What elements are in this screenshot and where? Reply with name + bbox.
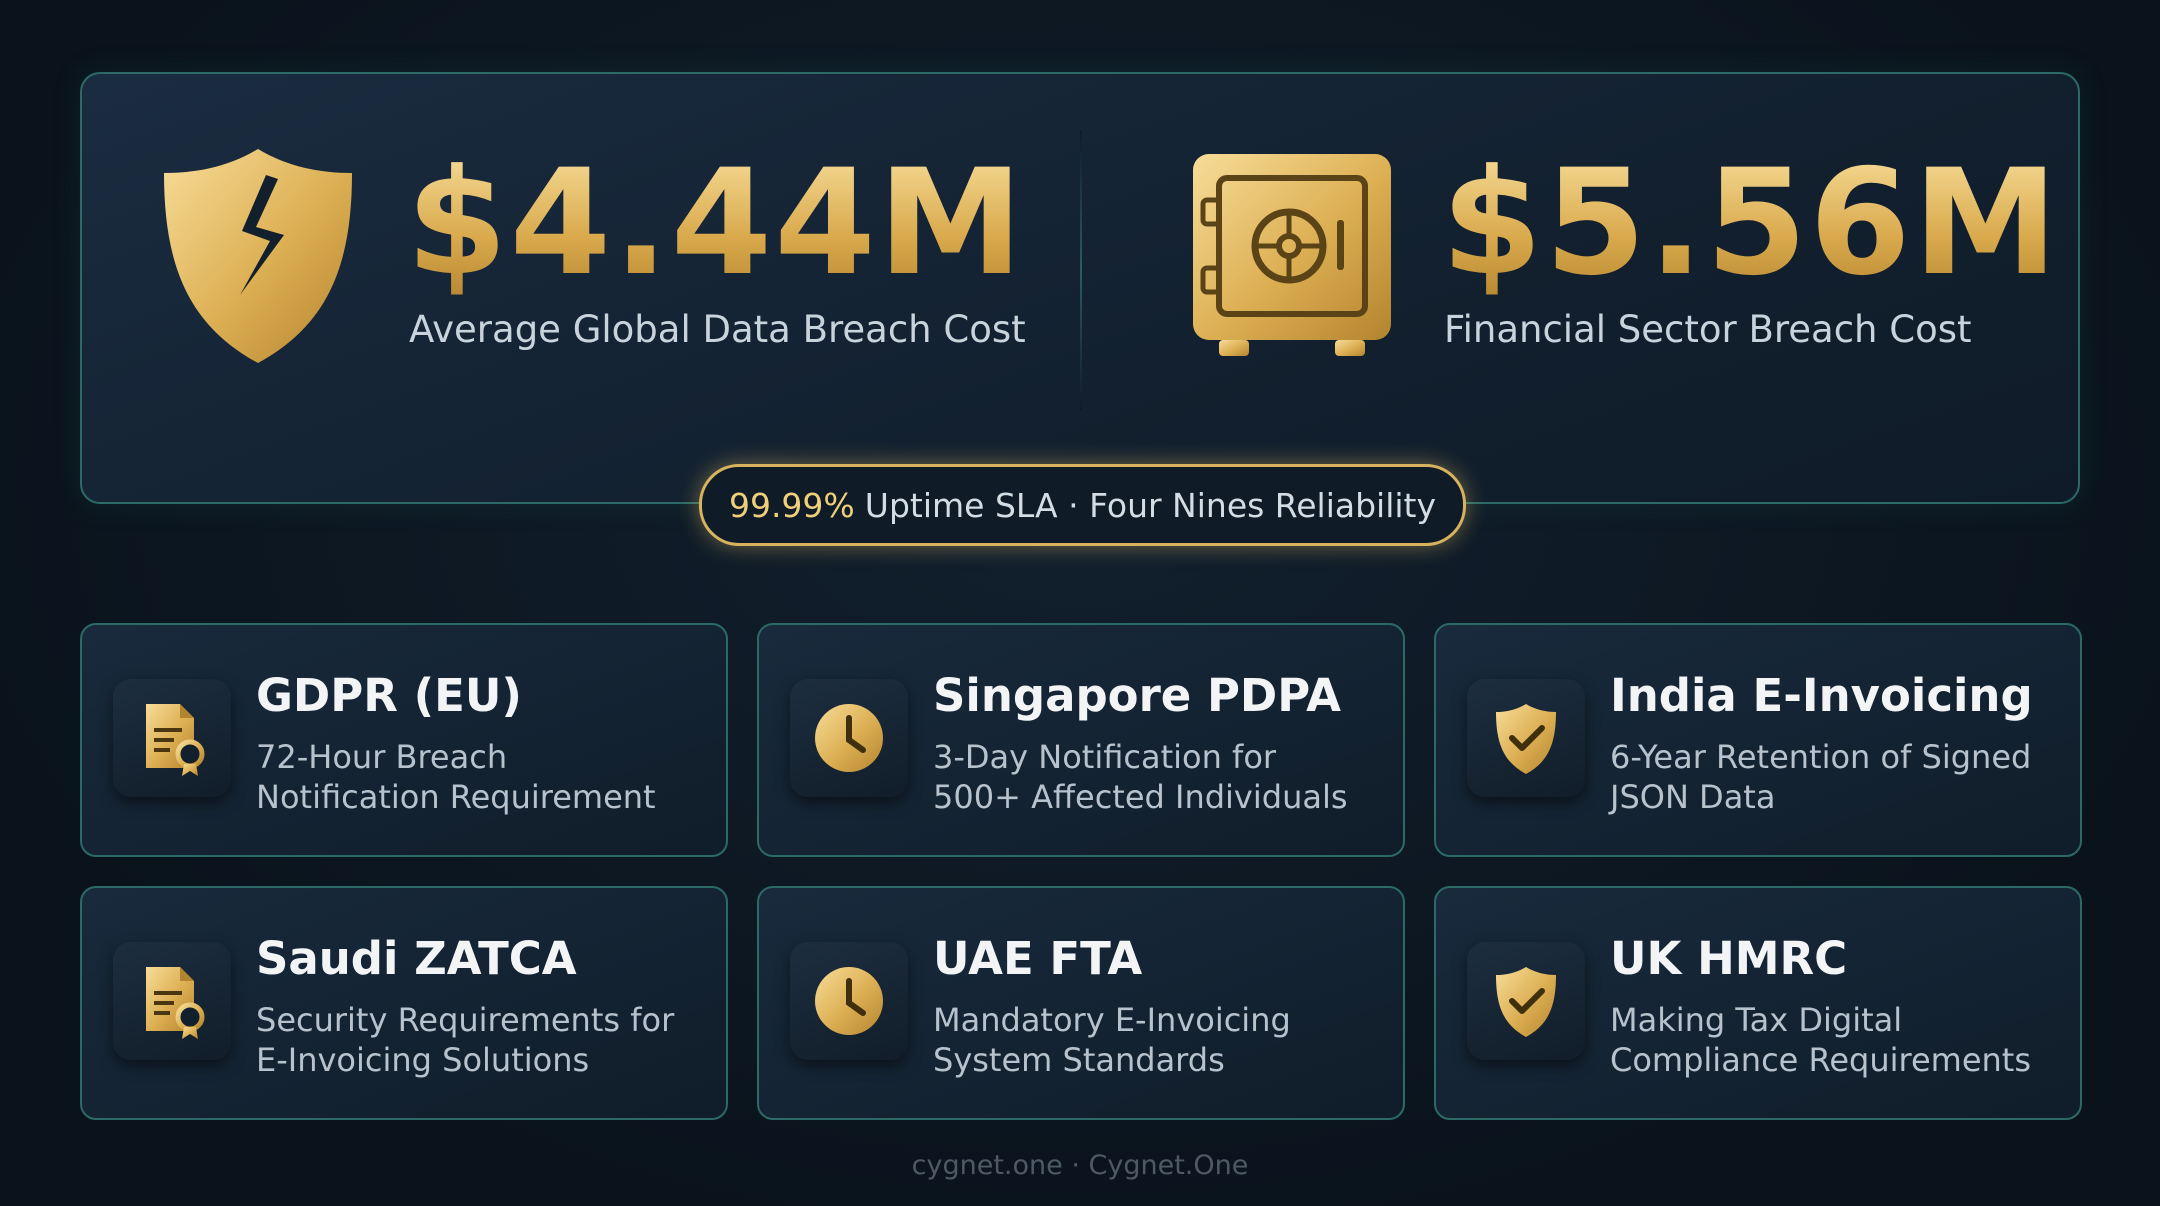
regulation-card: Saudi ZATCA Security Requirements for E-I…	[80, 886, 728, 1120]
card-title: UK HMRC	[1610, 932, 1848, 985]
card-title: UAE FTA	[933, 932, 1143, 985]
sla-badge: 99.99% Uptime SLA · Four Nines Reliabili…	[699, 464, 1466, 546]
badge-highlight: 99.99%	[728, 485, 855, 525]
document-icon	[146, 704, 205, 776]
shield-icon	[164, 149, 352, 363]
clock-icon	[815, 967, 883, 1035]
shield-check-icon	[1496, 704, 1556, 774]
regulation-card: Singapore PDPA 3-Day Notification for 500…	[757, 623, 1405, 857]
icon-box	[1467, 942, 1585, 1060]
icon-box	[113, 679, 231, 797]
stat-label: Financial Sector Breach Cost	[1444, 308, 1972, 351]
regulation-card: GDPR (EU) 72-Hour Breach Notification Req…	[80, 623, 728, 857]
stat-value: $5.56M	[1441, 138, 2061, 308]
document-icon	[146, 967, 205, 1039]
shield-check-icon	[1496, 967, 1556, 1037]
icon-box	[790, 942, 908, 1060]
clock-icon	[815, 704, 883, 772]
regulation-card: UAE FTA Mandatory E-Invoicing System Stan…	[757, 886, 1405, 1120]
card-title: Singapore PDPA	[933, 669, 1341, 722]
card-description: Making Tax Digital Compliance Requiremen…	[1610, 1001, 2031, 1079]
icon-box	[113, 942, 231, 1060]
stat-label: Average Global Data Breach Cost	[409, 308, 1026, 351]
icon-box	[790, 679, 908, 797]
regulation-card: India E-Invoicing 6-Year Retention of Sig…	[1434, 623, 2082, 857]
card-title: GDPR (EU)	[256, 669, 523, 722]
card-title: India E-Invoicing	[1610, 669, 2033, 722]
card-description: Security Requirements for E-Invoicing So…	[256, 1001, 675, 1079]
card-description: 6-Year Retention of Signed JSON Data	[1610, 738, 2032, 816]
badge-text: Uptime SLA · Four Nines Reliability	[864, 485, 1437, 525]
footer: cygnet.one · Cygnet.One	[911, 1150, 1249, 1181]
safe-icon	[1193, 154, 1391, 356]
card-description: Mandatory E-Invoicing System Standards	[933, 1001, 1291, 1079]
divider	[1080, 130, 1082, 410]
icon-box	[1467, 679, 1585, 797]
card-description: 3-Day Notification for 500+ Affected Ind…	[933, 738, 1348, 816]
card-description: 72-Hour Breach Notification Requirement	[256, 738, 656, 816]
stat-value: $4.44M	[406, 138, 1026, 308]
card-title: Saudi ZATCA	[256, 932, 577, 985]
regulation-card: UK HMRC Making Tax Digital Compliance Req…	[1434, 886, 2082, 1120]
